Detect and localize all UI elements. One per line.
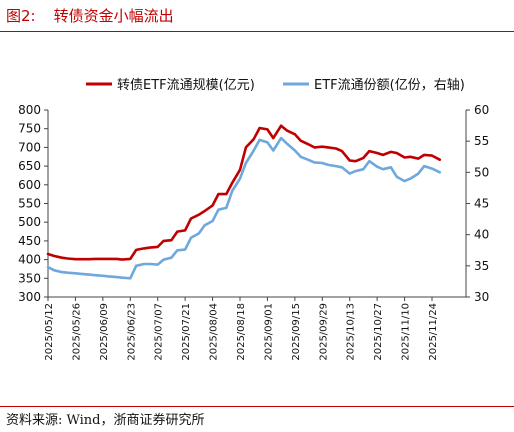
x-tick-label: 2025/10/27 — [373, 303, 384, 361]
x-tick-label: 2025/11/24 — [428, 303, 439, 361]
x-tick-label: 2025/09/15 — [291, 303, 302, 361]
x-tick-label: 2025/11/10 — [401, 303, 412, 361]
y-left-tick-label: 650 — [18, 159, 41, 173]
bottom-rule — [0, 406, 514, 407]
x-tick-label: 2025/08/04 — [209, 303, 220, 361]
y-right-tick-label: 35 — [474, 259, 489, 273]
x-tick-label: 2025/07/07 — [154, 303, 165, 361]
y-left-tick-label: 550 — [18, 197, 41, 211]
x-tick-label: 2025/06/09 — [99, 303, 110, 361]
x-tick-label: 2025/05/12 — [44, 303, 55, 361]
legend-label: 转债ETF流通规模(亿元) — [117, 78, 255, 93]
title-rule — [0, 31, 514, 32]
series-line-convertible-etf-scale — [46, 124, 442, 261]
x-tick-label: 2025/07/21 — [181, 303, 192, 361]
y-left-tick-label: 450 — [18, 234, 41, 248]
y-right-tick-label: 40 — [474, 228, 489, 242]
y-left-tick-label: 400 — [18, 253, 41, 267]
y-left-tick-label: 750 — [18, 122, 41, 136]
y-left-tick-label: 800 — [18, 103, 41, 117]
y-left-tick-label: 300 — [18, 290, 41, 304]
y-right-tick-label: 45 — [474, 197, 489, 211]
y-right-tick-label: 60 — [474, 103, 489, 117]
x-tick-label: 2025/09/01 — [263, 303, 274, 361]
y-left-tick-label: 350 — [18, 271, 41, 285]
x-tick-label: 2025/08/18 — [236, 303, 247, 361]
y-left-tick-label: 600 — [18, 178, 41, 192]
y-left-tick-label: 500 — [18, 215, 41, 229]
y-right-tick-label: 55 — [474, 134, 489, 148]
figure-title: 图2: 转债资金小幅流出 — [6, 3, 174, 29]
y-right-tick-label: 30 — [474, 290, 489, 304]
source-note: 资料来源: Wind，浙商证券研究所 — [6, 413, 205, 428]
y-right-tick-label: 50 — [474, 165, 489, 179]
figure-label: 图2: — [6, 7, 36, 25]
legend-label: ETF流通份额(亿份，右轴) — [314, 78, 465, 93]
x-tick-label: 2025/09/29 — [318, 303, 329, 361]
x-tick-label: 2025/10/13 — [346, 303, 357, 361]
x-tick-label: 2025/06/23 — [126, 303, 137, 361]
figure-title-text: 转债资金小幅流出 — [53, 7, 174, 25]
x-tick-label: 2025/05/26 — [71, 303, 82, 361]
y-left-tick-label: 700 — [18, 140, 41, 154]
chart: 300 350 400 450 500 550 600 650 700 750 800 30 35 40 4… — [18, 78, 489, 361]
series-line-etf-shares — [46, 136, 442, 280]
